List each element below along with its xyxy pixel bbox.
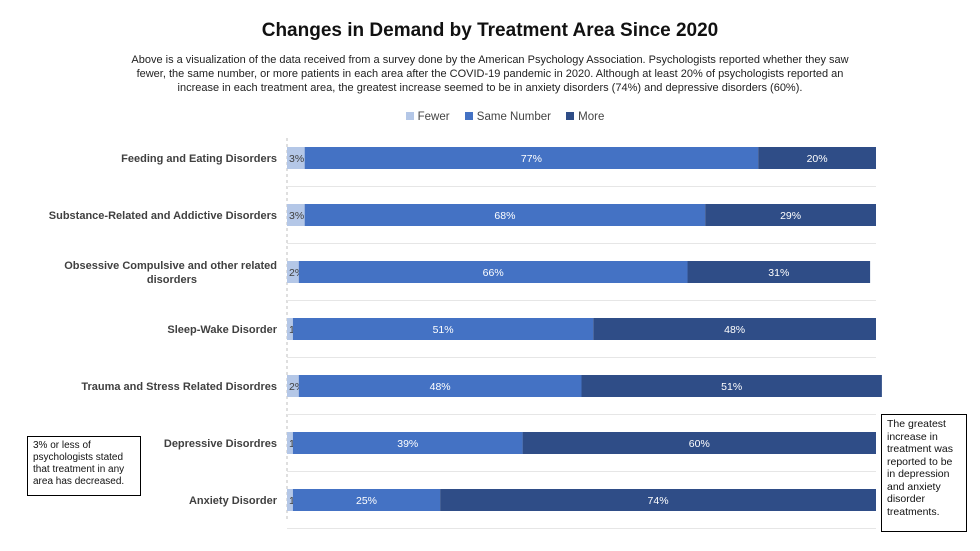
legend-label-more: More <box>578 111 605 123</box>
bar-same-number <box>298 375 582 397</box>
bar-fewer <box>287 261 299 283</box>
legend-label-same: Same Number <box>476 111 551 123</box>
bar-fewer <box>287 147 305 169</box>
data-label: 25% <box>356 495 377 507</box>
legend-swatch-same <box>464 112 473 120</box>
data-label: 51% <box>721 381 742 393</box>
category-label: Anxiety Disorder <box>189 495 278 507</box>
legend-item-same: Same Number <box>464 111 551 123</box>
data-label: 29% <box>780 210 801 222</box>
data-label: 77% <box>521 153 542 165</box>
chart-subtitle: Above is a visualization of the data rec… <box>131 54 849 94</box>
data-label: 39% <box>397 438 418 450</box>
bar-same-number <box>304 204 706 226</box>
chart-title: Changes in Demand by Treatment Area Sinc… <box>261 20 719 41</box>
data-label: 74% <box>648 495 669 507</box>
category-label: Substance-Related and Addictive Disorder… <box>49 210 277 222</box>
bar-more <box>687 261 871 283</box>
bar-more <box>581 375 882 397</box>
bar-fewer <box>287 489 293 511</box>
bar-more <box>593 318 876 340</box>
legend: Fewer Same Number More <box>0 111 980 123</box>
legend-swatch-more <box>566 112 575 120</box>
data-label: 31% <box>768 267 789 279</box>
legend-label-fewer: Fewer <box>417 111 450 123</box>
category-label: Depressive Disordres <box>164 438 277 450</box>
data-label: 60% <box>689 438 710 450</box>
category-label: Obsessive Compulsive and other related di… <box>64 260 277 286</box>
category-label: Sleep-Wake Disorder <box>167 324 277 336</box>
bar-fewer <box>287 375 299 397</box>
bar-more <box>705 204 876 226</box>
bar-more <box>440 489 876 511</box>
bar-fewer <box>287 318 293 340</box>
bar-more <box>522 432 876 454</box>
legend-item-more: More <box>566 111 604 123</box>
bar-fewer <box>287 432 293 454</box>
category-label: Trauma and Stress Related Disordres <box>81 381 277 393</box>
data-label: 3% <box>289 210 304 222</box>
category-label: Feeding and Eating Disorders <box>121 153 277 165</box>
bar-same-number <box>298 261 688 283</box>
bar-same-number <box>292 489 441 511</box>
legend-swatch-fewer <box>405 112 414 120</box>
bar-fewer <box>287 204 305 226</box>
data-label: 51% <box>433 324 454 336</box>
legend-item-fewer: Fewer <box>405 111 450 123</box>
bar-more <box>758 147 876 169</box>
data-label: 48% <box>724 324 745 336</box>
bar-same-number <box>304 147 759 169</box>
data-label: 20% <box>807 153 828 165</box>
data-label: 66% <box>483 267 504 279</box>
annotation-decrease-note: 3% or less of psychologists stated that … <box>27 436 141 496</box>
bar-same-number <box>292 318 594 340</box>
data-label: 3% <box>289 153 304 165</box>
data-label: 68% <box>494 210 515 222</box>
data-label: 48% <box>430 381 451 393</box>
bar-same-number <box>292 432 523 454</box>
annotation-increase-note: The greatest increase in treatment was r… <box>881 414 967 532</box>
